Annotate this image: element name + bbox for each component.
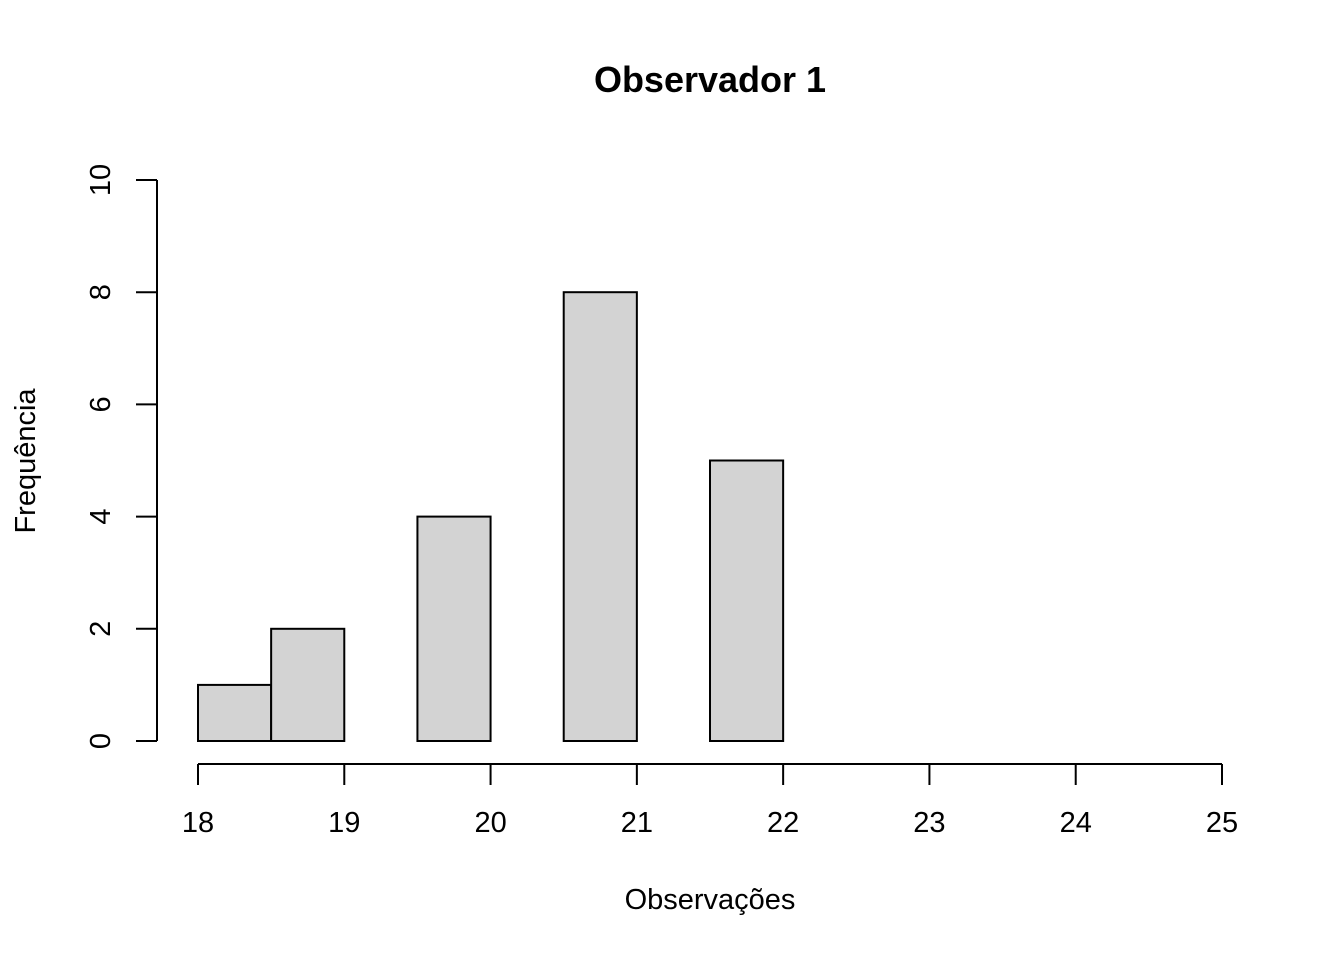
histogram-bar xyxy=(270,627,346,742)
y-tick-label: 2 xyxy=(85,621,117,637)
x-tick-label: 20 xyxy=(474,807,506,839)
y-tick-label: 8 xyxy=(85,284,117,300)
histogram-bar xyxy=(562,291,638,742)
chart-title: Observador 1 xyxy=(594,59,826,100)
bars-group xyxy=(197,291,785,743)
histogram-bar xyxy=(197,683,273,743)
histogram-bar xyxy=(709,459,785,742)
x-tick-label: 25 xyxy=(1206,807,1238,839)
x-tick-label: 22 xyxy=(767,807,799,839)
x-tick-label: 24 xyxy=(1060,807,1092,839)
x-axis-label: Observações xyxy=(625,884,796,916)
y-tick-label: 10 xyxy=(85,164,117,196)
y-tick-label: 4 xyxy=(85,509,117,525)
y-tick-label: 6 xyxy=(85,396,117,412)
x-tick-label: 19 xyxy=(328,807,360,839)
x-tick-label: 18 xyxy=(182,807,214,839)
y-axis: 0 2 4 6 8 10 xyxy=(85,164,158,749)
y-tick-label: 0 xyxy=(85,733,117,749)
x-axis: 18 19 20 21 22 23 24 25 xyxy=(182,763,1238,839)
histogram-bar xyxy=(416,515,492,742)
x-tick-label: 23 xyxy=(913,807,945,839)
y-axis-label: Frequência xyxy=(10,388,42,534)
x-tick-label: 21 xyxy=(621,807,653,839)
